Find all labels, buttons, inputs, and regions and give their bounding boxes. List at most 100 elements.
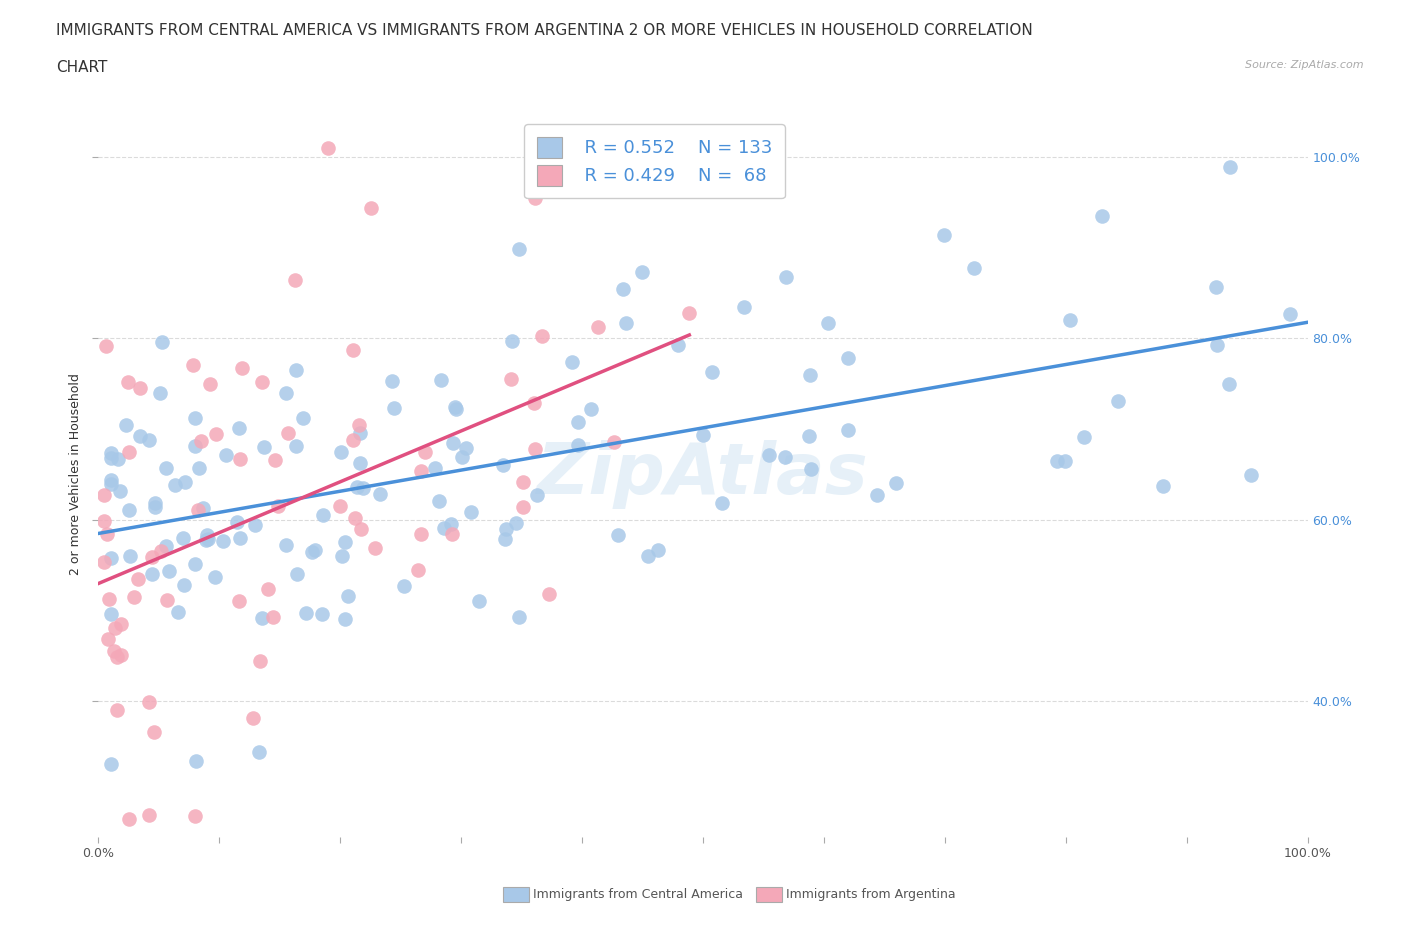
Point (127, 572, 149, 587)
Point (312, 508, 335, 523)
Point (329, 445, 352, 459)
Point (630, 264, 652, 279)
Point (837, 351, 859, 365)
Point (450, 450, 472, 465)
Point (364, 540, 387, 555)
Point (253, 439, 276, 454)
Point (205, 427, 228, 442)
Point (184, 439, 207, 454)
Point (603, 434, 626, 449)
Point (195, 532, 218, 547)
Point (107, 451, 129, 466)
Point (108, 483, 131, 498)
Point (143, 725, 166, 740)
Point (368, 486, 391, 501)
Point (103, 644, 125, 658)
Point (103, 620, 125, 635)
Point (149, 386, 172, 401)
Point (190, 433, 212, 448)
Point (96, 526, 118, 541)
Point (100, 451, 122, 466)
Point (118, 502, 141, 517)
Point (454, 441, 477, 456)
Point (100, 473, 122, 488)
Point (329, 498, 352, 513)
Point (291, 411, 314, 426)
Point (637, 549, 659, 564)
Point (143, 496, 166, 511)
Point (97, 591, 120, 606)
Point (495, 522, 517, 537)
Point (1278, 307, 1301, 322)
Point (228, 593, 250, 608)
Point (775, 270, 797, 285)
Point (349, 456, 371, 471)
Point (586, 319, 609, 334)
Text: Source: ZipAtlas.com: Source: ZipAtlas.com (1246, 60, 1364, 71)
Point (537, 586, 560, 601)
Point (311, 606, 333, 621)
Point (526, 487, 548, 502)
Point (330, 548, 353, 563)
FancyBboxPatch shape (503, 887, 529, 902)
Point (612, 282, 634, 297)
Point (336, 589, 359, 604)
Point (799, 429, 821, 444)
Point (531, 328, 554, 343)
Point (186, 754, 208, 769)
Point (141, 550, 163, 565)
Text: Immigrants from Argentina: Immigrants from Argentina (766, 888, 956, 901)
Point (415, 445, 437, 459)
Point (122, 590, 145, 604)
Point (264, 453, 287, 468)
Point (93, 487, 115, 502)
Point (344, 511, 367, 525)
Point (1054, 454, 1077, 469)
Point (441, 436, 464, 451)
Point (294, 605, 316, 620)
Point (183, 410, 205, 425)
Point (188, 460, 211, 475)
Point (228, 530, 250, 545)
Point (347, 418, 370, 432)
Point (94, 339, 117, 353)
Point (267, 498, 290, 513)
Point (250, 611, 273, 626)
Point (817, 315, 839, 330)
Point (499, 372, 522, 387)
Point (285, 438, 308, 453)
Point (117, 375, 139, 390)
Point (157, 564, 180, 578)
Point (149, 543, 172, 558)
Point (702, 365, 724, 379)
Point (129, 380, 152, 395)
Point (93, 554, 115, 569)
Point (138, 694, 160, 709)
Point (433, 520, 456, 535)
Point (277, 425, 299, 440)
Point (150, 334, 173, 349)
Point (1091, 209, 1114, 224)
Point (508, 242, 530, 257)
Point (100, 757, 122, 772)
Point (212, 534, 235, 549)
Point (733, 299, 755, 314)
Text: Immigrants from Central America: Immigrants from Central America (513, 888, 744, 901)
Point (1205, 338, 1227, 352)
Point (250, 375, 273, 390)
FancyBboxPatch shape (756, 887, 782, 902)
Point (173, 474, 195, 489)
Point (247, 745, 270, 760)
Point (837, 422, 859, 437)
Point (274, 386, 297, 401)
Point (561, 355, 583, 370)
Point (1205, 280, 1227, 295)
Point (692, 427, 714, 442)
Point (392, 578, 415, 593)
Point (711, 496, 734, 511)
Point (494, 532, 516, 547)
Legend:   R = 0.552    N = 133,   R = 0.429    N =  68: R = 0.552 N = 133, R = 0.429 N = 68 (524, 125, 785, 198)
Point (423, 460, 446, 475)
Point (249, 654, 271, 669)
Point (678, 305, 700, 320)
